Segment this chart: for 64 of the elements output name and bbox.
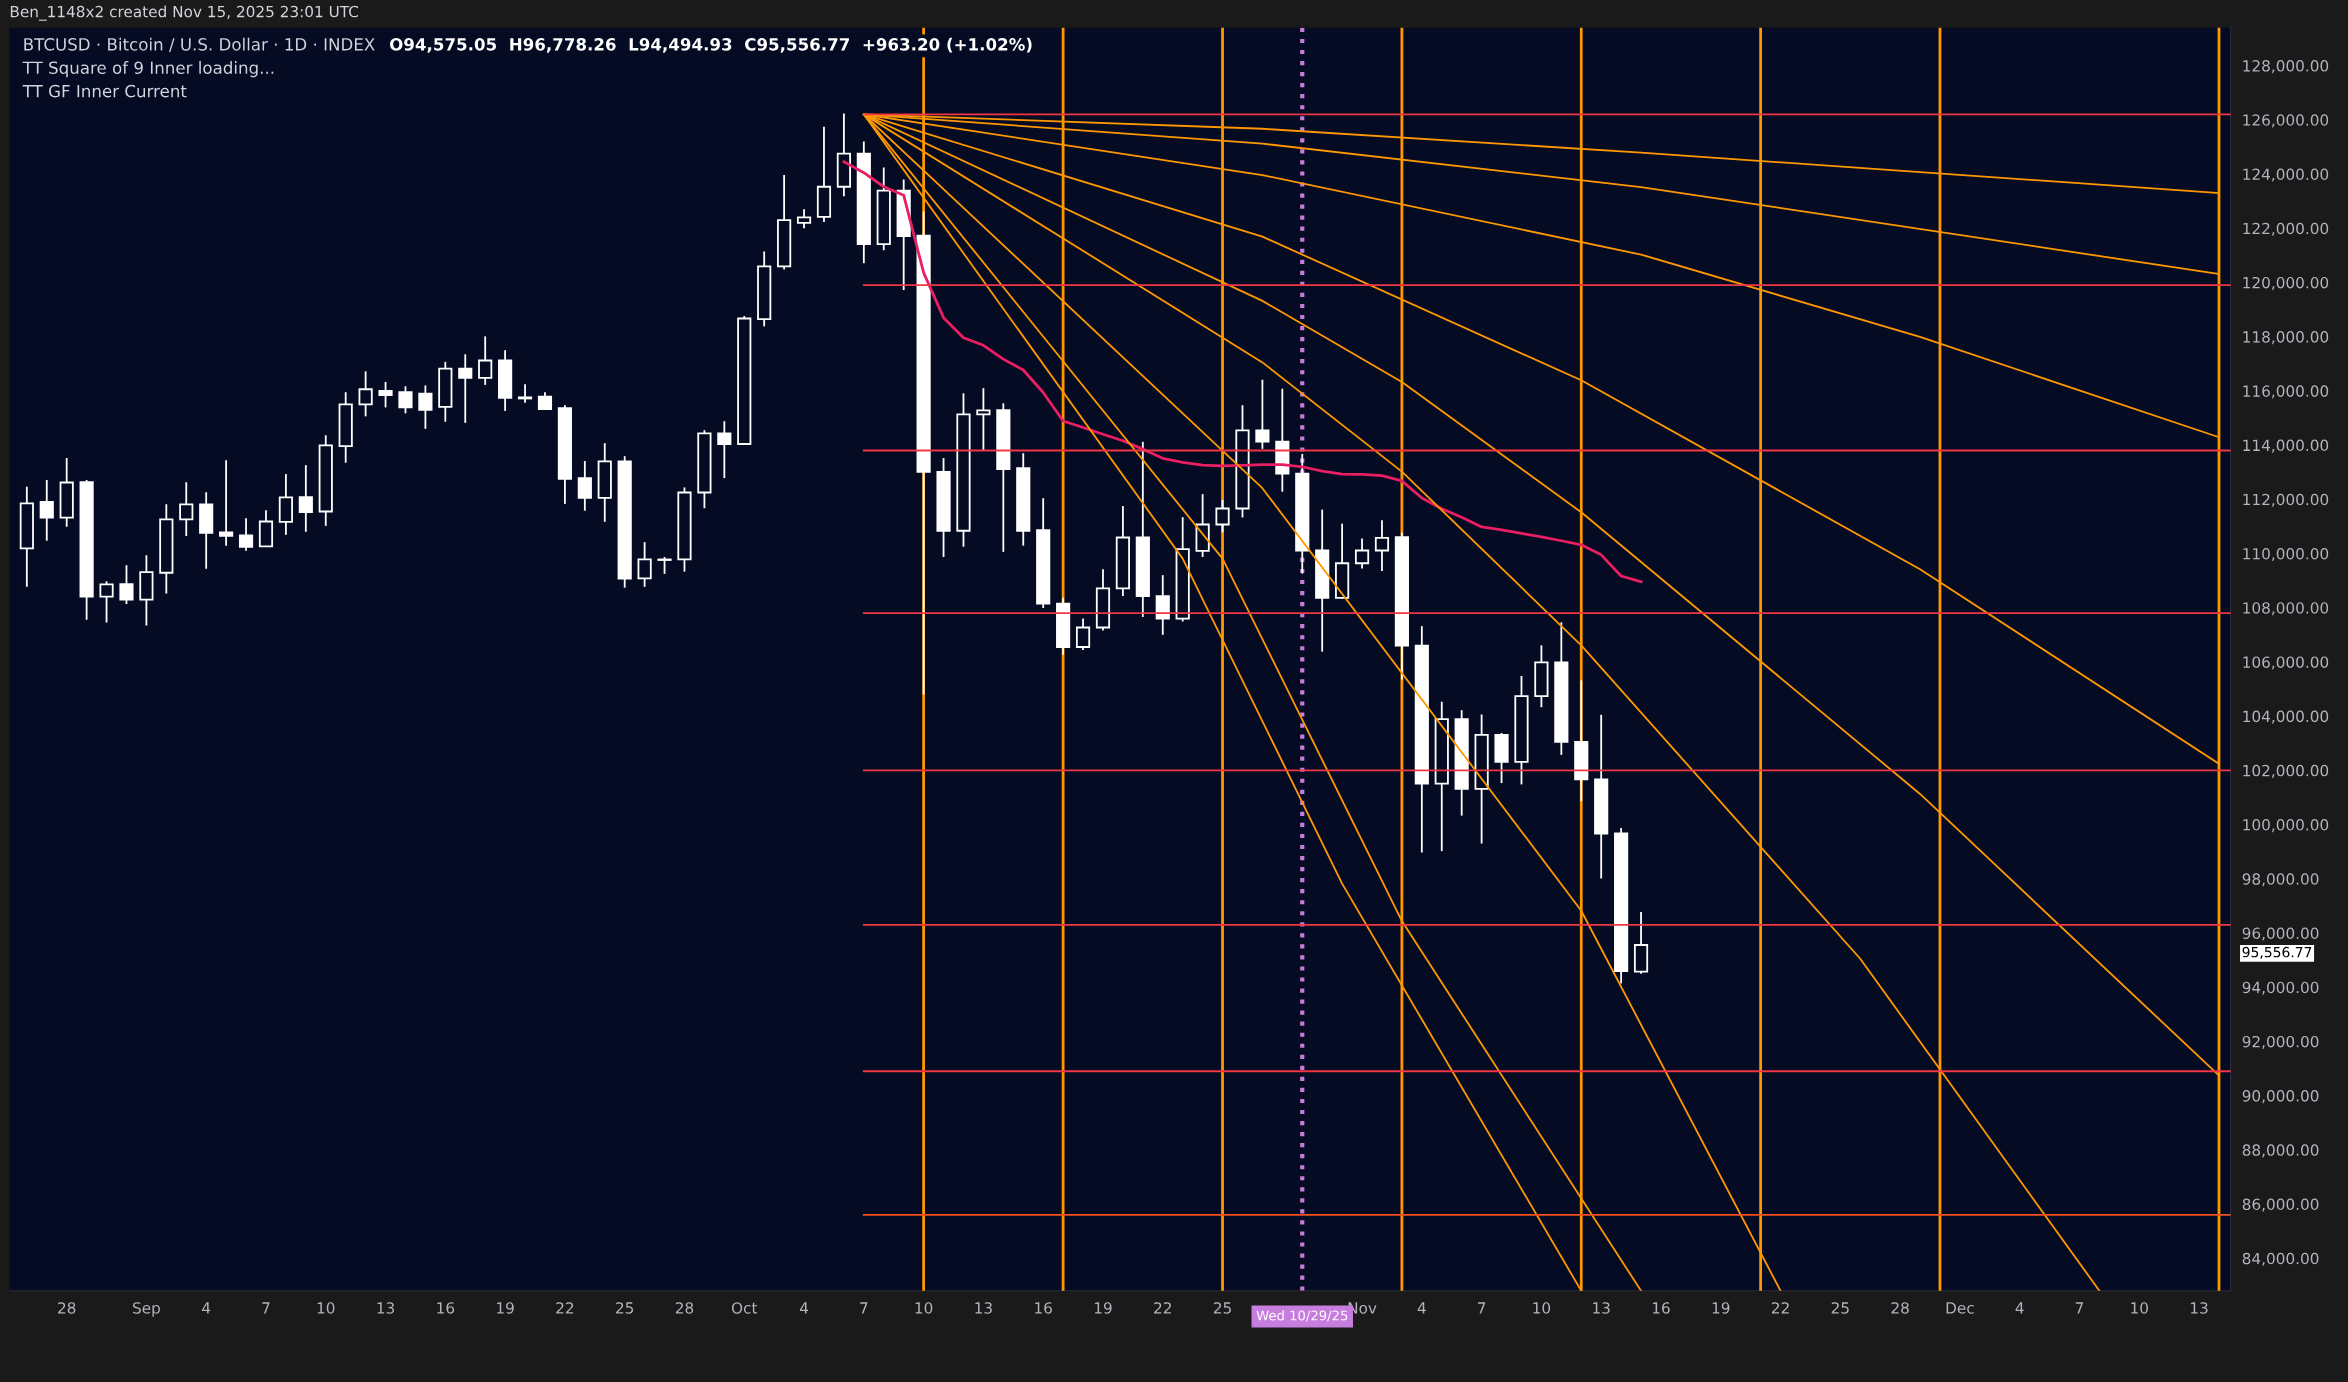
x-tick-label: 25 <box>1213 1302 1231 1314</box>
y-tick-label: 84,000.00 <box>2242 1252 2319 1266</box>
text: Ben_1148x2 created Nov 15, 2025 23:01 UTC <box>10 5 359 21</box>
x-tick-label: Oct <box>731 1302 758 1314</box>
x-tick-label: 10 <box>317 1302 335 1314</box>
x-tick-label: 10 <box>2131 1302 2148 1314</box>
y-tick-label: 128,000.00 <box>2243 60 2329 74</box>
x-tick-label: 4 <box>2015 1302 2024 1314</box>
x-tick-label: 4 <box>202 1302 211 1314</box>
x-tick-label: 7 <box>860 1302 868 1314</box>
y-tick-label: 124,000.00 <box>2243 168 2329 182</box>
x-tick-label: 19 <box>497 1302 514 1314</box>
y-tick-label: 112,000.00 <box>2243 493 2329 507</box>
y-tick-label: 96,000.00 <box>2242 927 2319 941</box>
x-tick-label: 7 <box>2075 1302 2084 1314</box>
x-tick-label: 25 <box>616 1302 634 1314</box>
y-tick-label: 86,000.00 <box>2242 1198 2319 1212</box>
y-tick-label: 122,000.00 <box>2243 222 2329 236</box>
y-tick-label: 126,000.00 <box>2243 114 2329 128</box>
x-tick-label: 19 <box>1712 1302 1730 1314</box>
x-tick-label: 16 <box>1035 1302 1052 1314</box>
x-tick-label: 22 <box>556 1302 574 1314</box>
x-tick-label: 16 <box>437 1302 455 1314</box>
x-tick-label: 7 <box>1478 1302 1486 1314</box>
x-tick-label: 10 <box>1533 1302 1551 1314</box>
x-tick-label: 10 <box>915 1302 933 1314</box>
y-tick-label: 104,000.00 <box>2243 710 2329 724</box>
x-tick-label: 13 <box>377 1302 395 1314</box>
x-tick-label: 28 <box>58 1302 76 1314</box>
y-tick-label: 110,000.00 <box>2243 547 2329 562</box>
x-tick-label: 13 <box>2191 1302 2208 1314</box>
y-tick-label: 118,000.00 <box>2243 331 2329 345</box>
x-tick-label: 4 <box>1417 1302 1426 1314</box>
text: 95,556.77 <box>2242 946 2312 959</box>
y-tick-label: 94,000.00 <box>2242 981 2319 995</box>
y-tick-label: 90,000.00 <box>2242 1090 2319 1104</box>
x-tick-label: 16 <box>1652 1302 1670 1314</box>
x-tick-label: Dec <box>1946 1302 1974 1314</box>
x-tick-label: 13 <box>1593 1302 1610 1314</box>
x-tick-label: Sep <box>133 1302 160 1317</box>
y-tick-label: 92,000.00 <box>2242 1035 2319 1049</box>
y-tick-label: 100,000.00 <box>2243 819 2329 833</box>
x-tick-label: 22 <box>1771 1302 1789 1314</box>
y-tick-label: 120,000.00 <box>2243 276 2329 291</box>
y-tick-label: 106,000.00 <box>2243 656 2329 670</box>
annotation: TT GF Inner Current <box>22 84 187 98</box>
x-tick-label: 19 <box>1094 1302 1112 1314</box>
y-tick-label: 88,000.00 <box>2242 1144 2319 1158</box>
y-tick-label: 98,000.00 <box>2242 873 2319 887</box>
y-tick-label: 102,000.00 <box>2243 764 2329 778</box>
text: BTCUSD · Bitcoin / U.S. Dollar · 1D · INDEX <box>24 37 375 52</box>
x-tick-label: 28 <box>1891 1302 1909 1314</box>
y-tick-label: 108,000.00 <box>2243 602 2329 616</box>
y-tick-label: 116,000.00 <box>2243 385 2329 399</box>
x-tick-label: 22 <box>1154 1302 1171 1314</box>
annotation: TT Square of 9 Inner loading... <box>22 61 274 78</box>
x-tick-label: 28 <box>675 1302 694 1314</box>
y-tick-label: 114,000.00 <box>2243 439 2329 453</box>
x-tick-label: 13 <box>975 1302 992 1314</box>
text: O94,575.05 H96,778.26 L94,494.93 C95,556.77 +963.20 (+1.02%) <box>389 37 1032 53</box>
ref-line-label: Wed 10/29/25 <box>1256 1310 1348 1322</box>
x-tick-label: 7 <box>262 1302 270 1314</box>
x-tick-label: 4 <box>799 1302 809 1314</box>
x-tick-label: 25 <box>1831 1302 1849 1314</box>
